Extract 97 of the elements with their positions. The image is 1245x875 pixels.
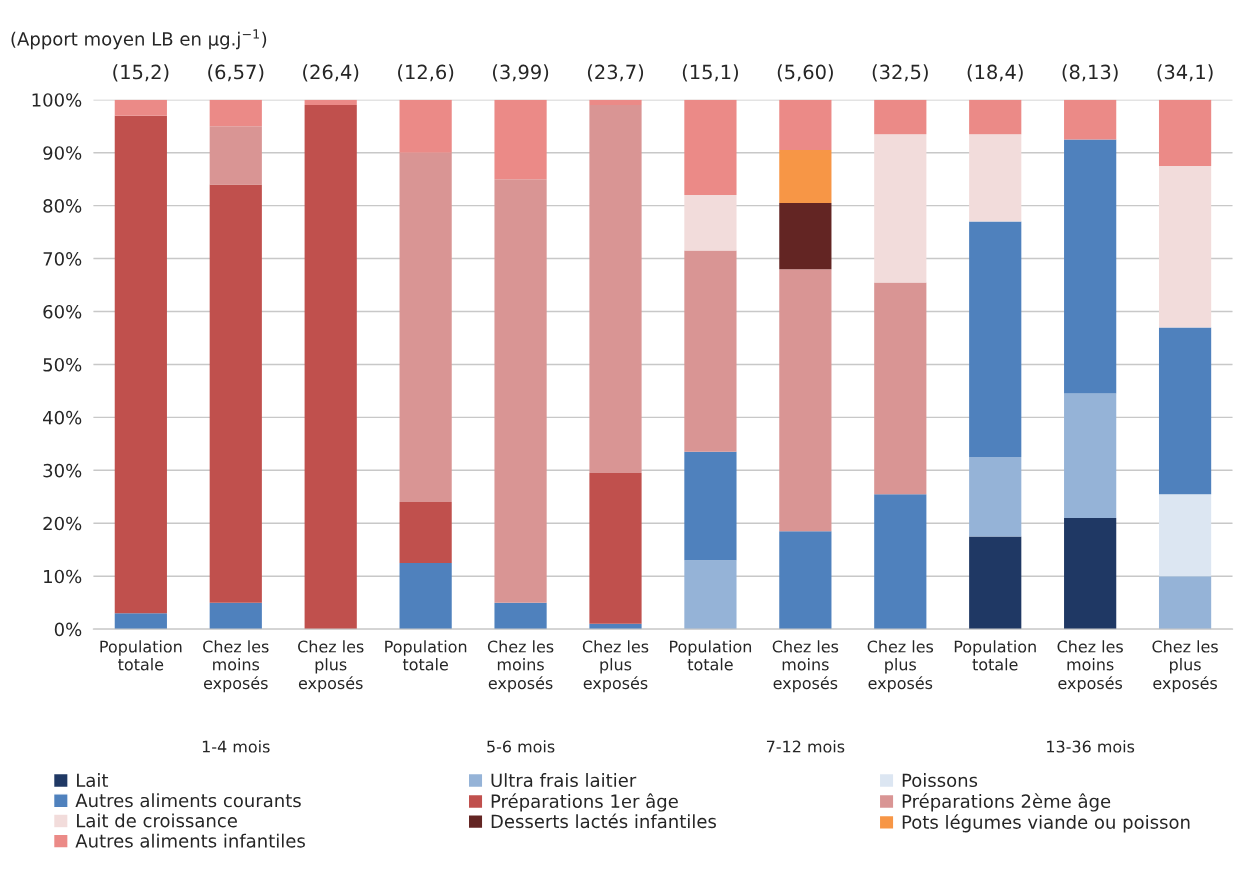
text: 5-6 mois [487,740,555,753]
bar [589,105,642,473]
legend-label: Préparations 1er âge [491,793,678,812]
bar [969,536,1022,630]
bar [969,134,1022,222]
y-tick-label: 40% [43,410,82,425]
x-tick-label: Chez les plus exposés [1152,640,1218,693]
x-tick-label: Chez les plus exposés [582,640,649,693]
legend-label: Lait de croissance [77,813,237,828]
bar [399,152,452,503]
bar [1064,517,1117,630]
y-tick-label: 100% [32,93,82,107]
text: (18,4) [967,64,1023,82]
x-tick-label: Population totale [670,640,752,671]
bar [114,115,167,614]
bar [209,184,262,603]
bar [114,613,167,630]
bar [1158,327,1212,495]
text: (8,13) [1062,64,1118,82]
legend-label: Autres aliments courants [75,793,301,808]
bar [684,560,737,630]
bar [1064,139,1117,394]
text: 1-4 mois [202,740,270,753]
bar [779,269,832,532]
bar [114,99,167,116]
legend-label: Pots légumes viande ou poisson [902,814,1190,833]
x-tick-label: Population totale [954,640,1036,671]
legend-label: Lait [77,773,109,788]
bar [209,602,262,630]
text: (15,2) [113,64,169,82]
text: (32,5) [872,64,928,82]
bar [874,282,927,495]
text: 7-12 mois [766,740,845,753]
bar [399,502,452,563]
bar [1158,494,1212,577]
bar [1064,393,1117,518]
bar [874,494,927,630]
bar [1158,165,1212,328]
bar [684,451,737,561]
text: (34,1) [1157,64,1213,82]
bar [969,221,1022,458]
y-tick-label: 80% [43,199,82,213]
y-tick-label: 30% [43,463,82,478]
legend-label: Préparations 2ème âge [902,793,1111,812]
x-tick-label: Chez les plus exposés [867,640,934,693]
y-tick-label: 70% [43,252,82,266]
bar [589,99,642,106]
bar [684,195,737,251]
text: (26,4) [303,64,359,82]
bar [1064,99,1117,140]
legend-label: Poissons [902,773,978,788]
x-tick-label: Chez les moins exposés [203,640,269,693]
bar [874,99,927,135]
bar [304,99,357,106]
bar [779,531,832,630]
x-tick-label: Population totale [385,640,467,671]
y-tick-label: 20% [43,516,82,531]
bar [779,202,832,270]
bar [304,105,357,630]
text: 13-36 mois [1047,740,1135,753]
y-tick-label: 10% [44,569,82,584]
y-tick-label: 50% [43,357,82,372]
bar [779,99,832,151]
text: (12,6) [398,64,454,82]
y-tick-label: 60% [43,304,82,319]
bar [209,126,262,185]
bar [494,602,547,630]
text: (23,7) [587,64,644,82]
x-tick-label: Chez les moins exposés [772,640,839,693]
text: (5,60) [777,64,833,82]
bar [969,99,1022,135]
bar [1158,99,1212,166]
bar [209,99,262,127]
x-tick-label: Population totale [100,640,182,671]
legend-label: Desserts lactés infantiles [491,813,716,829]
y-tick-label: 0% [54,622,82,637]
bar [399,99,452,153]
bar [589,472,642,624]
legend-label: Autres aliments infantiles [75,833,305,848]
bar [684,99,737,196]
bar [969,457,1022,537]
bar [684,250,737,452]
bar [779,150,832,203]
bar [494,179,547,603]
text: (3,99) [493,64,549,82]
x-tick-label: Chez les plus exposés [298,640,364,693]
bar [1158,576,1212,630]
text: (6,57) [208,64,264,82]
bar [494,99,547,180]
bar [399,562,452,630]
y-tick-label: 90% [43,146,82,160]
x-tick-label: Chez les moins exposés [1057,640,1123,693]
legend-label: Ultra frais laitier [491,773,637,788]
text: (15,1) [682,64,738,82]
y-axis-title: (Apport moyen LB en µg.j$^{−1}$) [11,29,267,50]
bar [874,134,927,283]
x-tick-label: Chez les moins exposés [487,640,554,693]
